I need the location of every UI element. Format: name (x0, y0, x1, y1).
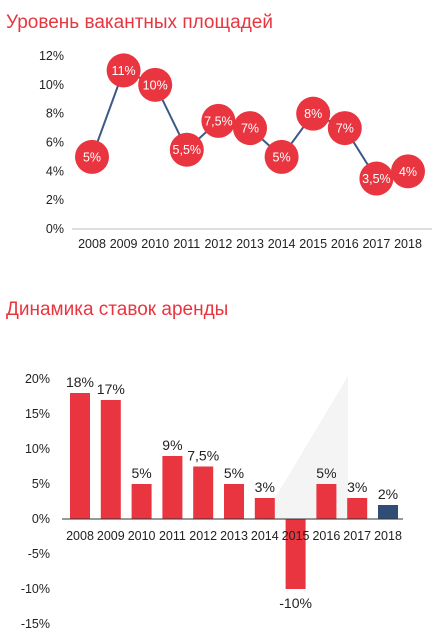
rent-bar (131, 484, 152, 519)
x-tick-label: 2008 (66, 529, 94, 543)
rent-data-label: -10% (279, 595, 312, 611)
y-tick-label: 4% (46, 164, 64, 178)
x-tick-label: 2016 (312, 529, 340, 543)
x-tick-label: 2008 (78, 237, 106, 251)
vacancy-point (264, 139, 299, 174)
rent-data-label: 7,5% (187, 448, 219, 464)
y-tick-label: -5% (28, 547, 50, 561)
rent-data-label: 3% (347, 479, 367, 495)
vacancy-point (233, 111, 267, 146)
y-tick-label: 6% (46, 136, 64, 150)
vacancy-point (391, 154, 425, 189)
rent-data-label: 2% (378, 486, 398, 502)
x-tick-label: 2011 (159, 529, 186, 543)
vacancy-data-label: 11% (112, 64, 136, 78)
x-tick-label: 2013 (220, 529, 248, 543)
y-tick-label: 8% (46, 107, 64, 121)
rent-chart-title: Динамика ставок аренды (6, 299, 229, 320)
y-tick-label: -10% (21, 582, 50, 596)
rent-data-label: 9% (162, 437, 182, 453)
x-tick-label: 2016 (331, 237, 359, 251)
rent-data-label: 3% (255, 479, 275, 495)
vacancy-chart-title: Уровень вакантных площадей (6, 12, 273, 33)
vacancy-data-label: 3,5% (362, 172, 391, 186)
rent-bar (193, 466, 214, 519)
vacancy-point (169, 132, 204, 167)
vacancy-data-label: 7% (336, 122, 354, 136)
vacancy-point (296, 96, 331, 131)
rent-data-label: 5% (316, 465, 336, 481)
vacancy-point (201, 103, 236, 138)
vacancy-point (359, 161, 394, 196)
x-tick-label: 2014 (251, 529, 279, 543)
y-tick-label: 5% (32, 477, 50, 491)
rent-bar (70, 393, 90, 519)
vacancy-point (106, 53, 141, 88)
x-tick-label: 2013 (236, 237, 264, 251)
rent-bar (378, 505, 398, 519)
y-tick-label: 12% (39, 49, 64, 63)
x-tick-label: 2009 (110, 237, 138, 251)
y-tick-label: 10% (25, 442, 50, 456)
x-tick-label: 2012 (189, 529, 217, 543)
vacancy-point (75, 139, 109, 174)
y-tick-label: -15% (21, 617, 50, 631)
vacancy-point (138, 67, 173, 102)
rent-bar (285, 519, 306, 589)
rent-data-label: 18% (66, 374, 94, 390)
vacancy-data-label: 7,5% (204, 114, 233, 128)
rent-bar (316, 484, 337, 519)
x-tick-label: 2018 (374, 529, 402, 543)
x-tick-label: 2010 (128, 529, 156, 543)
x-tick-label: 2009 (97, 529, 125, 543)
rent-bar (162, 456, 183, 519)
rent-data-label: 17% (97, 381, 125, 397)
y-tick-label: 2% (46, 193, 64, 207)
x-tick-label: 2010 (141, 237, 169, 251)
y-tick-label: 10% (39, 78, 64, 92)
rent-data-label: 5% (131, 465, 151, 481)
x-tick-label: 2011 (173, 237, 200, 251)
x-tick-label: 2017 (362, 237, 390, 251)
y-tick-label: 15% (25, 407, 50, 421)
rent-bar (100, 400, 121, 519)
y-tick-label: 0% (32, 512, 50, 526)
x-tick-label: 2015 (282, 529, 310, 543)
rent-bar (254, 498, 275, 519)
vacancy-data-label: 5,5% (173, 143, 202, 157)
rent-bar (224, 484, 244, 519)
x-tick-label: 2014 (268, 237, 296, 251)
y-tick-label: 20% (25, 372, 50, 386)
vacancy-data-label: 4% (399, 165, 417, 179)
x-tick-label: 2015 (299, 237, 327, 251)
vacancy-rate-chart: 0% 2% 4% 6% 8% 10% 12% 2008 2009 2010 2011 2012 2013… (39, 49, 432, 251)
vacancy-point (327, 111, 362, 146)
vacancy-data-label: 7% (241, 122, 259, 136)
y-tick-label: 0% (46, 222, 64, 236)
vacancy-data-label: 5% (273, 150, 291, 164)
x-tick-label: 2012 (204, 237, 232, 251)
rent-bar (347, 498, 368, 519)
x-tick-label: 2018 (394, 237, 422, 251)
vacancy-data-label: 5% (83, 150, 101, 164)
x-tick-label: 2017 (343, 529, 371, 543)
vacancy-data-label: 10% (143, 78, 168, 92)
vacancy-data-label: 8% (304, 107, 322, 121)
rent-data-label: 5% (224, 465, 244, 481)
